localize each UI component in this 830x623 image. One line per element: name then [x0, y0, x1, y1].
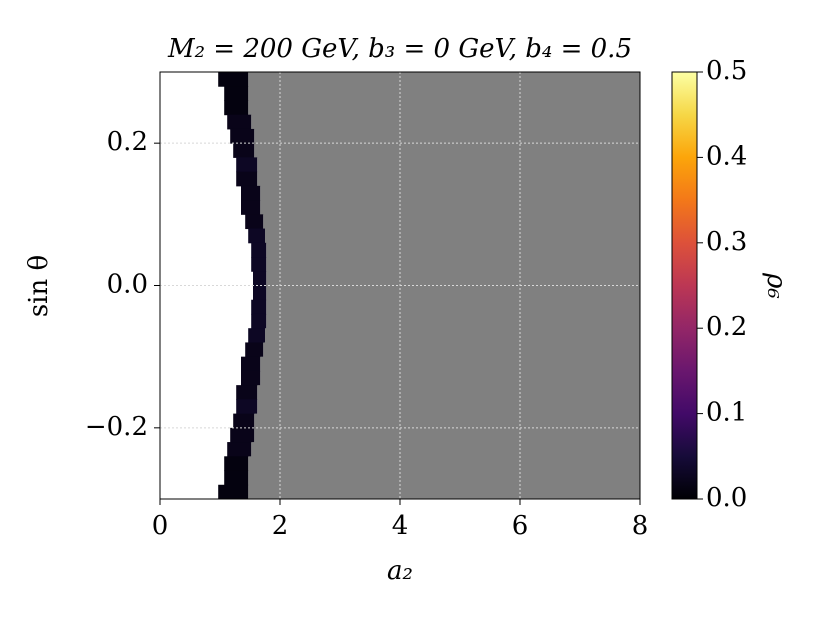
- heatmap-cell: [241, 200, 261, 215]
- heatmap-cell: [233, 413, 255, 429]
- masked-region: [254, 427, 640, 443]
- heatmap-cell: [224, 456, 249, 472]
- masked-region: [248, 470, 640, 486]
- masked-region: [251, 442, 640, 457]
- heatmap-cell: [253, 285, 267, 301]
- heatmap-cell: [245, 214, 264, 230]
- masked-region: [265, 328, 640, 343]
- colorbar-tick-label: 0.0: [706, 483, 747, 513]
- heatmap-cell: [241, 370, 261, 386]
- masked-region: [254, 413, 640, 429]
- heatmap-cell: [233, 143, 255, 158]
- heatmap-cell: [245, 342, 264, 358]
- masked-region: [254, 128, 640, 144]
- masked-region: [260, 370, 640, 386]
- heatmap-cell: [251, 257, 267, 272]
- colorbar-tick-label: 0.5: [706, 56, 747, 86]
- heatmap-cell: [236, 157, 258, 173]
- masked-region: [257, 399, 640, 415]
- colorbar-label: ρ₆: [761, 272, 791, 299]
- chart-title: M₂ = 200 GeV, b₃ = 0 GeV, b₄ = 0.5: [167, 34, 632, 64]
- masked-region: [260, 200, 640, 215]
- heatmap-cell: [224, 470, 249, 486]
- masked-region: [266, 257, 640, 272]
- x-tick-label: 8: [632, 511, 649, 541]
- heatmap-cell: [253, 271, 267, 286]
- heatmap-cell: [236, 171, 258, 187]
- heatmap-cell: [227, 442, 252, 457]
- colorbar-tick-label: 0.4: [706, 141, 747, 171]
- colorbar: [671, 71, 698, 500]
- heatmap-cell: [218, 484, 249, 500]
- x-tick-label: 0: [152, 511, 169, 541]
- x-tick-label: 6: [512, 511, 529, 541]
- masked-region: [260, 185, 640, 201]
- heatmap-cell: [248, 328, 265, 343]
- heatmap-cell: [230, 128, 255, 144]
- masked-region: [263, 342, 640, 358]
- plot-frame: [159, 71, 641, 500]
- masked-region: [251, 114, 640, 130]
- masked-region: [248, 484, 640, 500]
- masked-region: [248, 456, 640, 472]
- masked-region: [248, 72, 640, 87]
- heatmap-cell: [224, 100, 249, 116]
- masked-region: [257, 157, 640, 173]
- heatmap-cell: [230, 427, 255, 443]
- heatmap-cell: [241, 356, 261, 372]
- masked-region: [266, 285, 640, 301]
- masked-region: [248, 100, 640, 116]
- heatmap-cell: [251, 299, 267, 315]
- masked-region: [266, 313, 640, 329]
- y-tick-label: −0.2: [85, 412, 148, 442]
- masked-region: [263, 214, 640, 230]
- masked-region: [265, 228, 640, 244]
- heatmap-cell: [227, 114, 252, 130]
- heatmap-cell: [251, 242, 267, 258]
- masked-region: [266, 299, 640, 315]
- x-tick-label: 2: [272, 511, 289, 541]
- x-tick-label: 4: [392, 511, 409, 541]
- masked-region: [257, 171, 640, 187]
- y-tick-label: 0.2: [107, 127, 148, 157]
- colorbar-tick-label: 0.3: [706, 227, 747, 257]
- masked-region: [248, 86, 640, 101]
- heatmap-cell: [251, 313, 267, 329]
- heatmap-cell: [236, 399, 258, 415]
- heatmap-cell: [218, 72, 249, 87]
- masked-region: [266, 242, 640, 258]
- masked-region: [266, 271, 640, 286]
- y-tick-label: 0.0: [107, 270, 148, 300]
- masked-region: [254, 143, 640, 158]
- x-axis-label: a₂: [387, 556, 413, 586]
- heatmap-cell: [236, 385, 258, 400]
- colorbar-tick-label: 0.1: [706, 398, 747, 428]
- heatmap-cell: [241, 185, 261, 201]
- y-axis-label: sin θ: [24, 255, 54, 317]
- heatmap-cell: [248, 228, 265, 244]
- masked-region: [257, 385, 640, 400]
- colorbar-tick-label: 0.2: [706, 312, 747, 342]
- heatmap-cell: [224, 86, 249, 101]
- masked-region: [260, 356, 640, 372]
